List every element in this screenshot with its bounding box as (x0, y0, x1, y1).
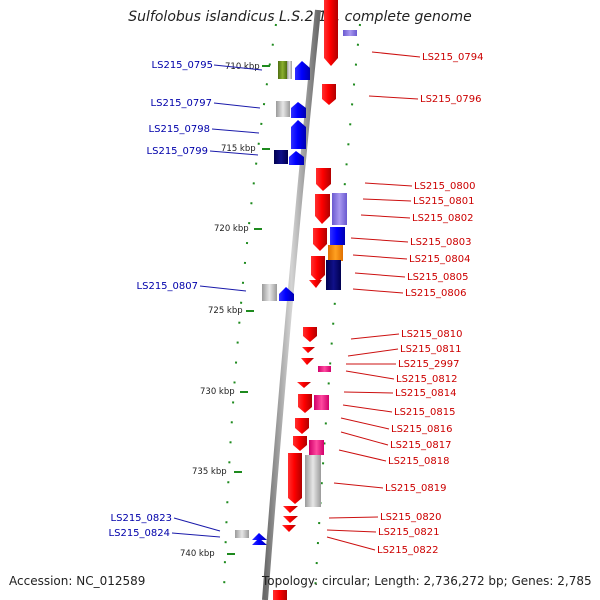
gene-label: LS215_0811 (400, 344, 461, 355)
right-dotted-track (314, 23, 361, 593)
gene-arrow (288, 453, 302, 504)
feature-box (309, 440, 324, 455)
gene-arrow (291, 120, 306, 149)
gene-label: LS215_0806 (405, 288, 466, 299)
scale-label: 715 kbp (221, 144, 256, 154)
gene-arrow (252, 533, 267, 540)
gene-arrow (301, 358, 314, 365)
gene-label: LS215_0799 (147, 146, 208, 157)
right-connectors (326, 51, 421, 551)
feature-box (332, 193, 347, 225)
feature-box (278, 61, 287, 79)
map-title: Sulfolobus islandicus L.S.2.15, complete… (128, 9, 472, 25)
gene-label: LS215_0817 (390, 440, 451, 451)
gene-label: LS215_0798 (149, 124, 210, 135)
scale-label: 725 kbp (208, 306, 243, 316)
gene-label: LS215_0821 (378, 527, 439, 538)
gene-arrow (279, 287, 294, 301)
gene-label: LS215_0818 (388, 456, 449, 467)
gene-arrow (252, 538, 267, 545)
topology-text: Topology: circular; Length: 2,736,272 bp… (262, 574, 592, 588)
feature-box (343, 30, 357, 36)
gene-label: LS215_0810 (401, 329, 462, 340)
gene-arrow (316, 168, 331, 191)
scale-label: 735 kbp (192, 467, 227, 477)
gene-label: LS215_0824 (109, 528, 170, 539)
scale-label: 740 kbp (180, 549, 215, 559)
genome-backbone (262, 9, 321, 600)
feature-box (235, 530, 249, 538)
accession-text: Accession: NC_012589 (9, 574, 146, 588)
gene-arrow (315, 194, 330, 224)
forward-strand-genes (273, 0, 338, 600)
feature-box (276, 101, 290, 117)
scale-label: 710 kbp (225, 62, 260, 72)
feature-boxes (235, 30, 357, 538)
feature-box (274, 150, 288, 164)
left-connectors (171, 64, 263, 538)
feature-box (318, 366, 331, 372)
scale-label: 730 kbp (200, 387, 235, 397)
gene-label: LS215_0794 (422, 52, 483, 63)
gene-label: LS215_0805 (407, 272, 468, 283)
gene-label: LS215_0823 (111, 513, 172, 524)
scale-labels: 710 kbp 715 kbp 720 kbp 725 kbp 730 kbp … (180, 62, 260, 559)
gene-arrow (283, 516, 298, 523)
gene-arrow (291, 102, 306, 118)
gene-arrow (273, 590, 287, 600)
gene-arrow (289, 151, 304, 165)
feature-box (305, 455, 321, 507)
gene-label: LS215_0804 (409, 254, 470, 265)
gene-label: LS215_0803 (410, 237, 471, 248)
gene-label: LS215_0820 (380, 512, 441, 523)
feature-box (314, 395, 329, 410)
reverse-strand-genes (252, 61, 310, 545)
gene-label: LS215_2997 (398, 359, 459, 370)
gene-arrow (313, 228, 327, 251)
gene-arrow (282, 525, 296, 532)
gene-arrow (295, 418, 309, 434)
feature-box (287, 61, 292, 79)
feature-box (262, 284, 277, 301)
scale-ticks (227, 65, 270, 555)
feature-box (326, 260, 341, 290)
gene-arrow (283, 506, 298, 513)
gene-arrow (322, 84, 336, 105)
gene-label: LS215_0819 (385, 483, 446, 494)
gene-arrow (309, 280, 322, 288)
gene-label: LS215_0795 (152, 60, 213, 71)
gene-arrow (303, 327, 317, 342)
gene-label: LS215_0814 (395, 388, 456, 399)
left-gene-labels: LS215_0795 LS215_0797 LS215_0798 LS215_0… (109, 60, 213, 539)
gene-arrow (295, 61, 310, 80)
gene-label: LS215_0812 (396, 374, 457, 385)
gene-arrow (311, 256, 325, 282)
gene-arrow (297, 382, 311, 388)
gene-label: LS215_0801 (413, 196, 474, 207)
gene-arrow (293, 436, 307, 451)
feature-box (328, 245, 343, 261)
gene-label: LS215_0802 (412, 213, 473, 224)
gene-arrow (298, 394, 312, 413)
gene-arrow (324, 0, 338, 66)
gene-arrow (302, 347, 315, 353)
gene-label: LS215_0822 (377, 545, 438, 556)
gene-label: LS215_0807 (137, 281, 198, 292)
gene-label: LS215_0797 (151, 98, 212, 109)
gene-label: LS215_0800 (414, 181, 475, 192)
gene-label: LS215_0815 (394, 407, 455, 418)
gene-label: LS215_0796 (420, 94, 481, 105)
right-gene-labels: LS215_0794 LS215_0796 LS215_0800 LS215_0… (377, 52, 483, 556)
gene-label: LS215_0816 (391, 424, 452, 435)
feature-box (330, 227, 345, 245)
scale-label: 720 kbp (214, 224, 249, 234)
